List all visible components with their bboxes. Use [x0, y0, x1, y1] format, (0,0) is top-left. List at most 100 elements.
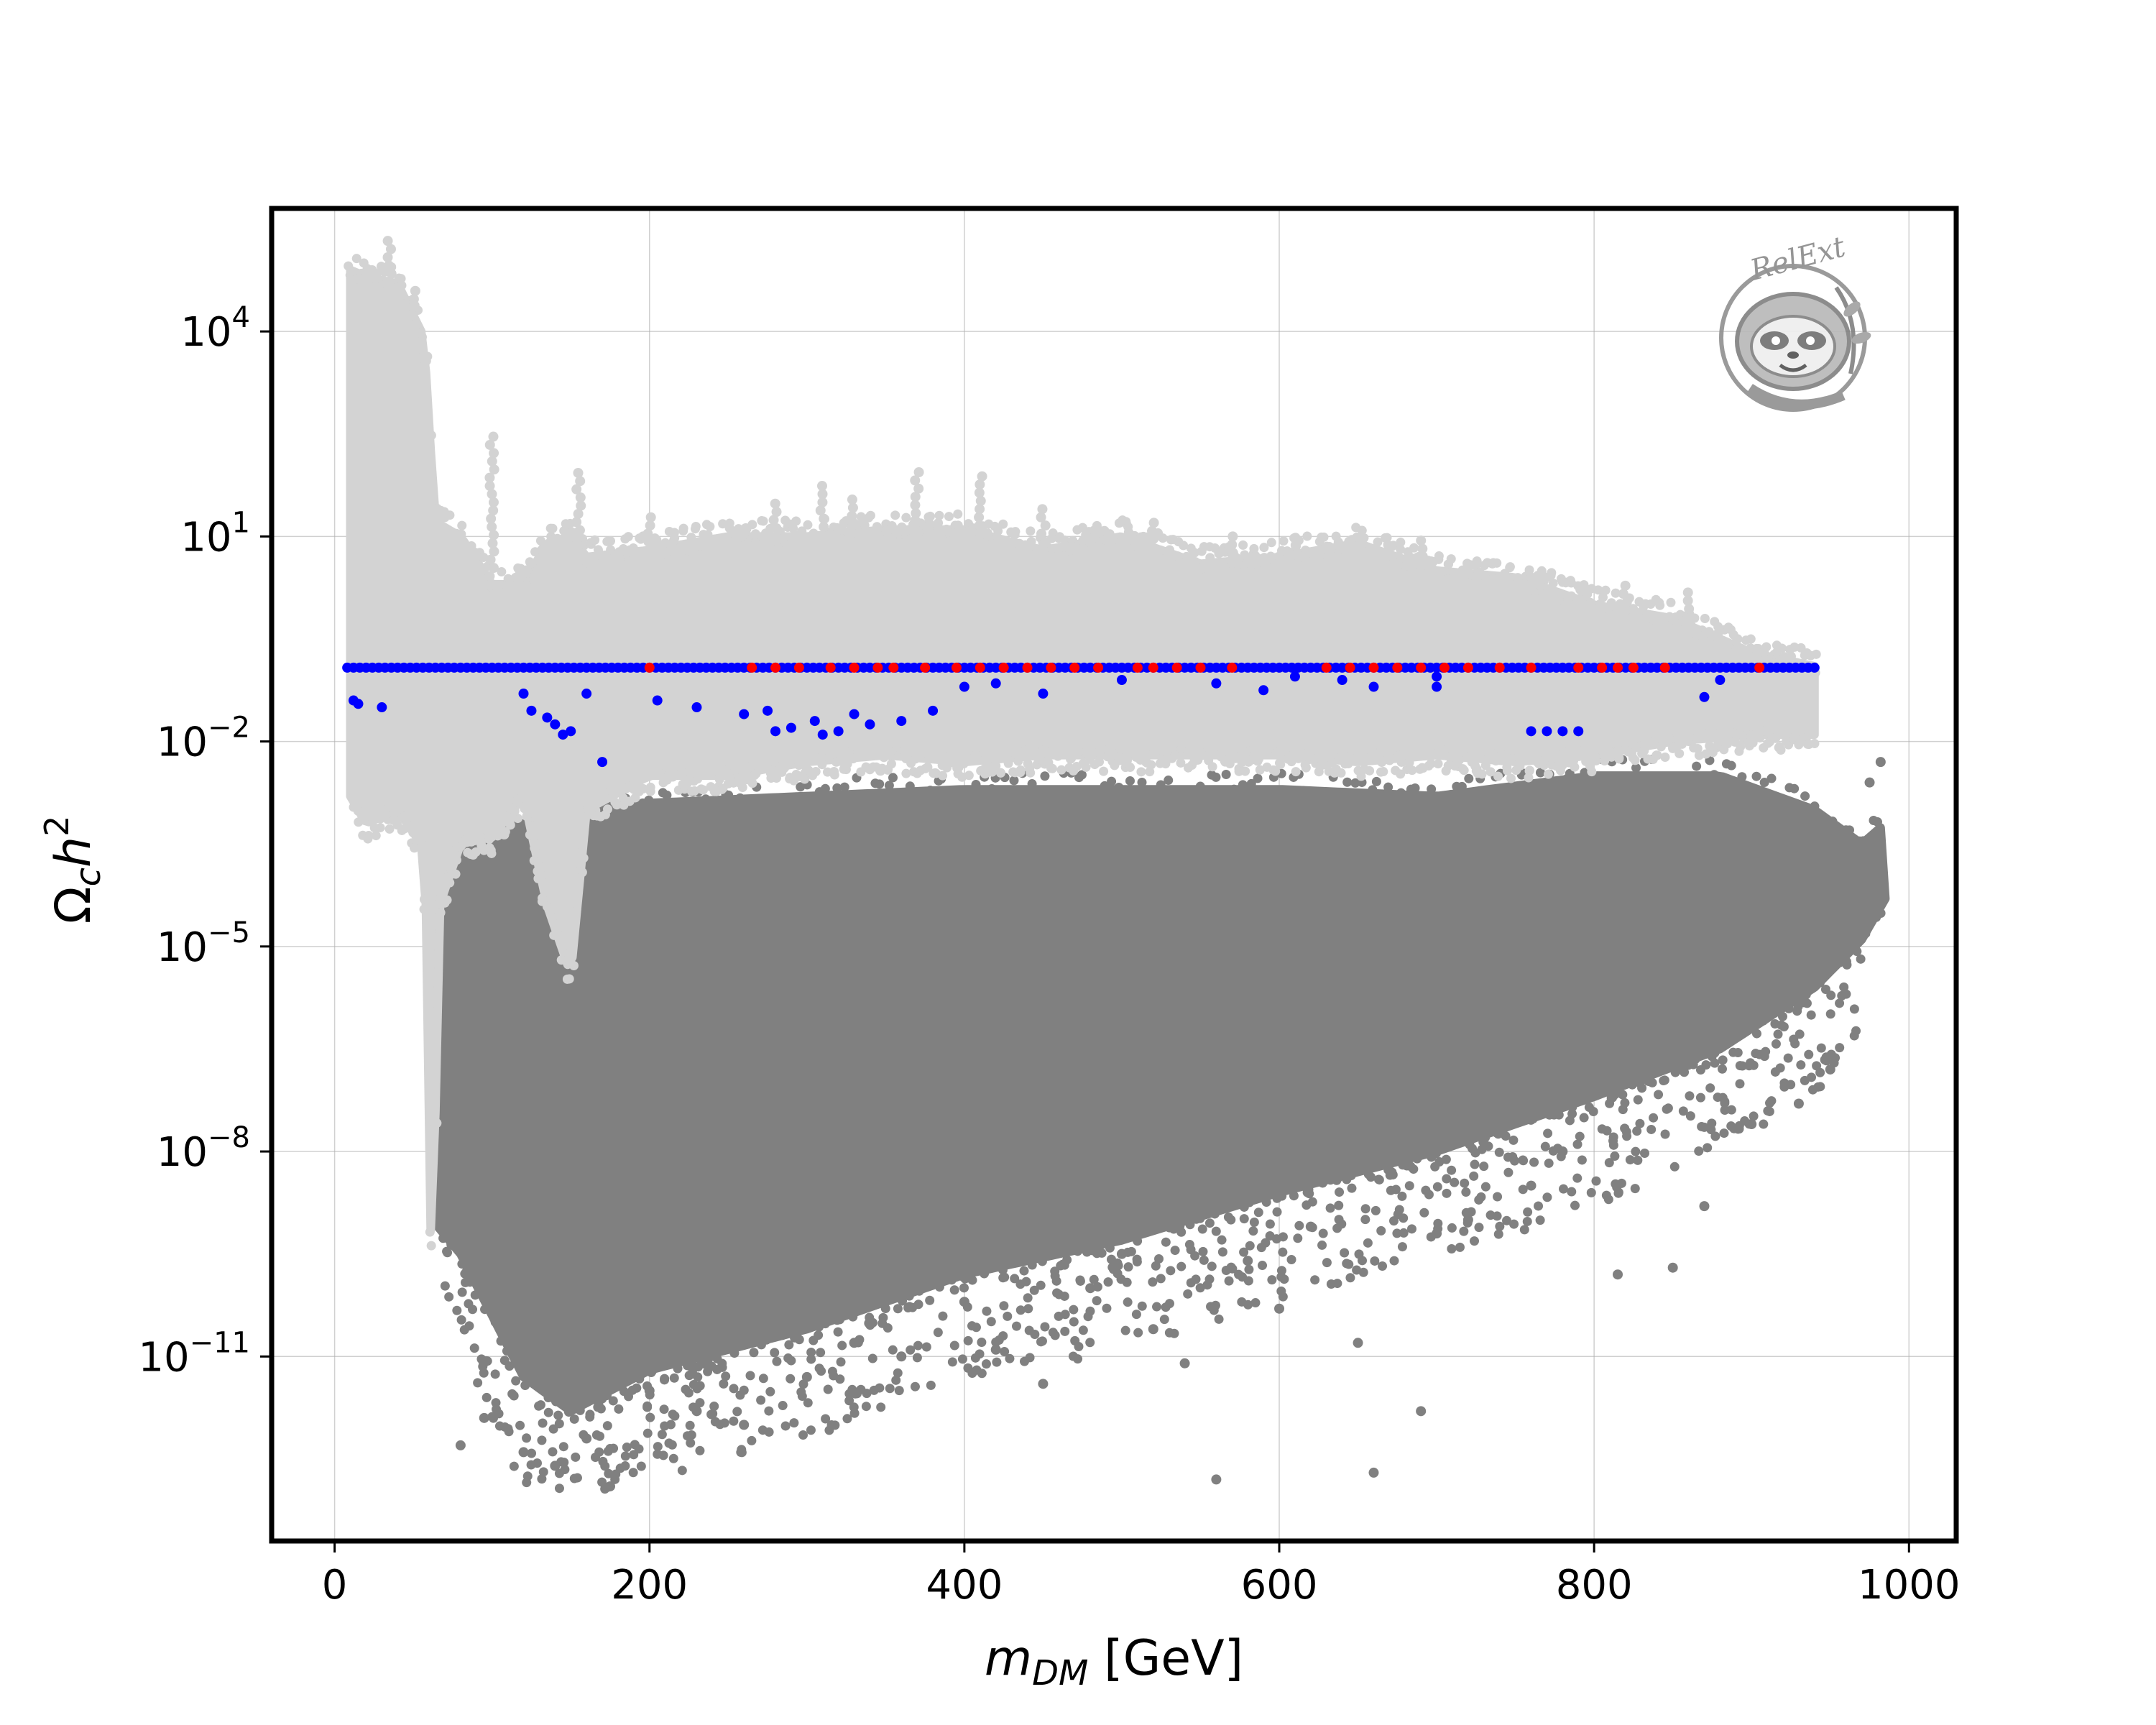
scatter-point — [589, 1394, 599, 1404]
scatter-point — [1023, 546, 1033, 556]
scatter-point — [841, 765, 851, 775]
scatter-point — [1656, 742, 1666, 752]
scatter-point — [1310, 1275, 1320, 1285]
scatter-point — [1575, 1131, 1585, 1141]
scatter-point — [1778, 934, 1789, 945]
scatter-point — [865, 510, 875, 520]
scatter-point — [1274, 1303, 1285, 1314]
scatter-point — [1465, 1139, 1475, 1149]
scatter-point — [1358, 1256, 1368, 1266]
scatter-point — [1816, 1043, 1826, 1053]
scatter-point — [1830, 1053, 1841, 1063]
scatter-point — [991, 1337, 1001, 1347]
scatter-point — [1266, 538, 1276, 548]
scatter-point — [1120, 1325, 1130, 1335]
scatter-point — [1291, 767, 1301, 777]
scatter-point — [819, 530, 830, 540]
scatter-point — [1204, 1274, 1215, 1284]
scatter-point — [1067, 753, 1077, 763]
scatter-point — [1684, 604, 1695, 615]
scatter-point — [574, 525, 585, 535]
scatter-point — [1480, 1139, 1490, 1149]
scatter-point — [571, 1452, 581, 1462]
scatter-point — [1479, 788, 1489, 799]
scatter-point — [1506, 773, 1516, 783]
scatter-point — [1248, 1226, 1258, 1236]
scatter-point — [408, 294, 419, 305]
scatter-point — [1552, 1144, 1562, 1154]
scatter-point — [1290, 533, 1301, 543]
scatter-point — [609, 1443, 619, 1453]
scatter-point — [1692, 761, 1702, 771]
scatter-point — [686, 1438, 696, 1448]
scatter-point — [1010, 527, 1021, 537]
scatter-point — [1678, 1106, 1688, 1116]
scatter-point — [1554, 594, 1564, 604]
scatter-point — [1726, 1105, 1736, 1115]
scatter-point — [1433, 759, 1443, 769]
scatter-point — [1610, 1151, 1620, 1162]
scatter-point — [1777, 794, 1787, 804]
scatter-point — [1060, 1326, 1070, 1336]
scatter-point — [1529, 1157, 1539, 1167]
scatter-point — [1325, 1203, 1335, 1213]
scatter-point — [685, 1420, 695, 1430]
scatter-point — [459, 1325, 469, 1335]
scatter-point — [1426, 556, 1436, 566]
plot-frame — [269, 206, 1959, 1544]
scatter-point — [918, 788, 928, 798]
scatter-point — [1719, 1128, 1729, 1138]
scatter-point — [1368, 785, 1378, 795]
scatter-point — [1015, 1305, 1026, 1315]
scatter-point — [1346, 1170, 1356, 1180]
scatter-point — [1072, 542, 1082, 552]
scatter-point — [1128, 534, 1138, 544]
scatter-point — [507, 1389, 517, 1399]
scatter-point — [691, 702, 702, 713]
scatter-point — [1611, 1179, 1621, 1189]
scatter-point — [1102, 1303, 1112, 1313]
scatter-point — [1249, 1190, 1259, 1200]
scatter-point — [778, 1330, 788, 1340]
scatter-point — [523, 1376, 533, 1386]
scatter-point — [849, 662, 860, 673]
scatter-point — [1705, 1083, 1715, 1093]
scatter-point — [1239, 1247, 1249, 1257]
scatter-point — [1603, 1083, 1613, 1093]
scatter-point — [1793, 1098, 1804, 1109]
scatter-point — [1393, 1210, 1403, 1220]
scatter-point — [734, 773, 744, 783]
scatter-point — [471, 847, 481, 857]
scatter-point — [1069, 1305, 1079, 1315]
scatter-point — [1391, 1184, 1401, 1195]
scatter-point — [826, 1420, 837, 1430]
scatter-point — [542, 712, 553, 723]
scatter-point — [946, 1275, 957, 1285]
scatter-point — [975, 504, 985, 515]
scatter-point — [1274, 1189, 1284, 1199]
scatter-point — [1751, 1029, 1761, 1039]
scatter-point — [1407, 765, 1417, 776]
scatter-point — [1314, 750, 1325, 760]
scatter-point — [1253, 773, 1263, 783]
scatter-point — [1464, 773, 1474, 783]
scatter-point — [1417, 543, 1428, 554]
scatter-point — [352, 794, 362, 804]
scatter-point — [1861, 929, 1871, 939]
scatter-point — [865, 1312, 875, 1322]
scatter-point — [791, 516, 801, 526]
scatter-point — [1125, 776, 1135, 786]
scatter-point — [1137, 1301, 1147, 1311]
scatter-point — [1621, 605, 1631, 616]
scatter-point — [1205, 553, 1215, 563]
scatter-point — [1166, 1266, 1176, 1276]
scatter-point — [1685, 1091, 1695, 1101]
scatter-point — [1835, 957, 1845, 967]
scatter-point — [502, 1346, 512, 1356]
scatter-point — [1784, 1003, 1794, 1013]
scatter-point — [1128, 1232, 1138, 1242]
scatter-point — [974, 487, 985, 498]
scatter-point — [1610, 1090, 1620, 1100]
x-axis-title: mDM [GeV] — [985, 1630, 1243, 1693]
scatter-point — [1342, 1259, 1352, 1269]
